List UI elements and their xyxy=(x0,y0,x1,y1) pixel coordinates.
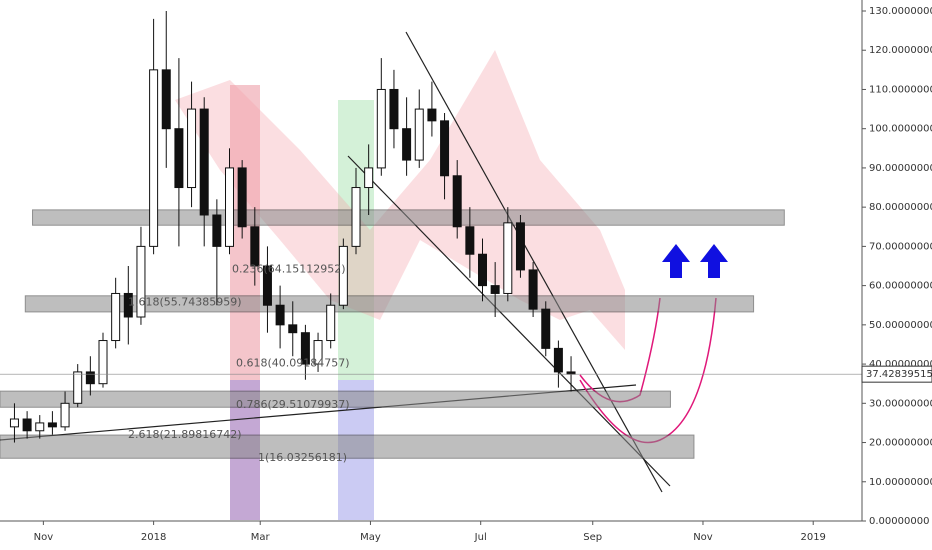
y-tick-label: 0.00000000 xyxy=(869,516,929,527)
candle-body xyxy=(47,422,57,428)
y-tick-label: 130.00000000 xyxy=(869,6,932,17)
candle-body xyxy=(60,402,70,428)
candle-body xyxy=(389,88,399,130)
candle-body xyxy=(376,88,386,169)
x-tick-label: May xyxy=(360,532,381,543)
zone xyxy=(0,390,671,408)
zone xyxy=(0,434,695,459)
zone xyxy=(24,295,755,313)
candle-body xyxy=(9,418,19,428)
candle-body xyxy=(465,226,475,255)
y-tick-label: 30.00000000 xyxy=(869,398,932,409)
candle-body xyxy=(22,418,32,432)
candle-body xyxy=(490,285,500,294)
candle-body xyxy=(326,304,336,342)
candle-body xyxy=(288,324,298,334)
last-price-box xyxy=(861,365,932,383)
candle-body xyxy=(541,308,551,349)
fib-label: 1.618(55.74385959) xyxy=(128,295,242,308)
candle-body xyxy=(478,253,488,287)
zone xyxy=(32,209,785,226)
candle-body xyxy=(73,371,83,404)
candle-body xyxy=(123,292,133,318)
candle-body xyxy=(187,108,197,189)
x-tick-label: Sep xyxy=(583,532,602,543)
candle-body xyxy=(174,128,184,189)
candle-body xyxy=(85,371,95,385)
trend-line xyxy=(405,31,663,493)
y-tick-label: 20.00000000 xyxy=(869,438,932,449)
candle-body xyxy=(35,422,45,432)
candle-body xyxy=(98,340,108,385)
fib-label: 0.786(29.51079937) xyxy=(236,398,350,411)
y-tick-label: 120.00000000 xyxy=(869,45,932,56)
candle-body xyxy=(440,120,450,177)
candle-body xyxy=(149,69,159,247)
cloud xyxy=(175,50,625,350)
candle-body xyxy=(275,304,285,326)
x-tick-label: 2019 xyxy=(800,532,825,543)
y-tick-label: 80.00000000 xyxy=(869,202,932,213)
candle-body xyxy=(262,265,272,306)
y-tick-label: 70.00000000 xyxy=(869,241,932,252)
candle-body xyxy=(161,69,171,130)
y-tick-label: 50.00000000 xyxy=(869,320,932,331)
candle-body xyxy=(414,108,424,161)
candle-body xyxy=(250,226,260,267)
candle-body xyxy=(515,222,525,271)
up-arrow xyxy=(662,244,690,278)
fib-label: 1(16.03256181) xyxy=(258,451,347,464)
candle-body xyxy=(212,214,222,247)
up-arrow xyxy=(700,244,728,278)
x-tick-label: Jul xyxy=(474,532,487,543)
x-tick-label: Nov xyxy=(34,532,54,543)
y-tick-label: 40.00000000 xyxy=(869,359,932,370)
y-tick-label: 100.00000000 xyxy=(869,124,932,135)
candle-body xyxy=(402,128,412,161)
candle-body xyxy=(338,245,348,306)
candle-body xyxy=(225,167,235,247)
candle-body xyxy=(427,108,437,122)
candle-body xyxy=(503,222,513,294)
fib-label: 0.236(64.15112952) xyxy=(232,262,346,275)
candle-body xyxy=(351,187,361,247)
y-tick-label: 90.00000000 xyxy=(869,163,932,174)
x-tick-label: Mar xyxy=(251,532,271,543)
candle-body xyxy=(364,167,374,189)
fib-label: 2.618(21.89816742) xyxy=(128,428,242,441)
last-price-label: 37.42839515 xyxy=(866,369,932,380)
candle-body xyxy=(300,332,310,365)
candle-body xyxy=(111,292,121,342)
x-tick-label: Nov xyxy=(693,532,713,543)
candle-body xyxy=(237,167,247,228)
candle-body xyxy=(528,269,538,310)
candle-body xyxy=(452,175,462,228)
y-tick-label: 110.00000000 xyxy=(869,84,932,95)
fib-label: 0.618(40.09184757) xyxy=(236,357,350,370)
candle-body xyxy=(313,340,323,365)
candle-body xyxy=(199,108,209,216)
y-tick-label: 60.00000000 xyxy=(869,281,932,292)
x-tick-label: 2018 xyxy=(141,532,166,543)
y-tick-label: 10.00000000 xyxy=(869,477,932,488)
candle-body xyxy=(136,245,146,318)
candle-body xyxy=(553,347,563,373)
